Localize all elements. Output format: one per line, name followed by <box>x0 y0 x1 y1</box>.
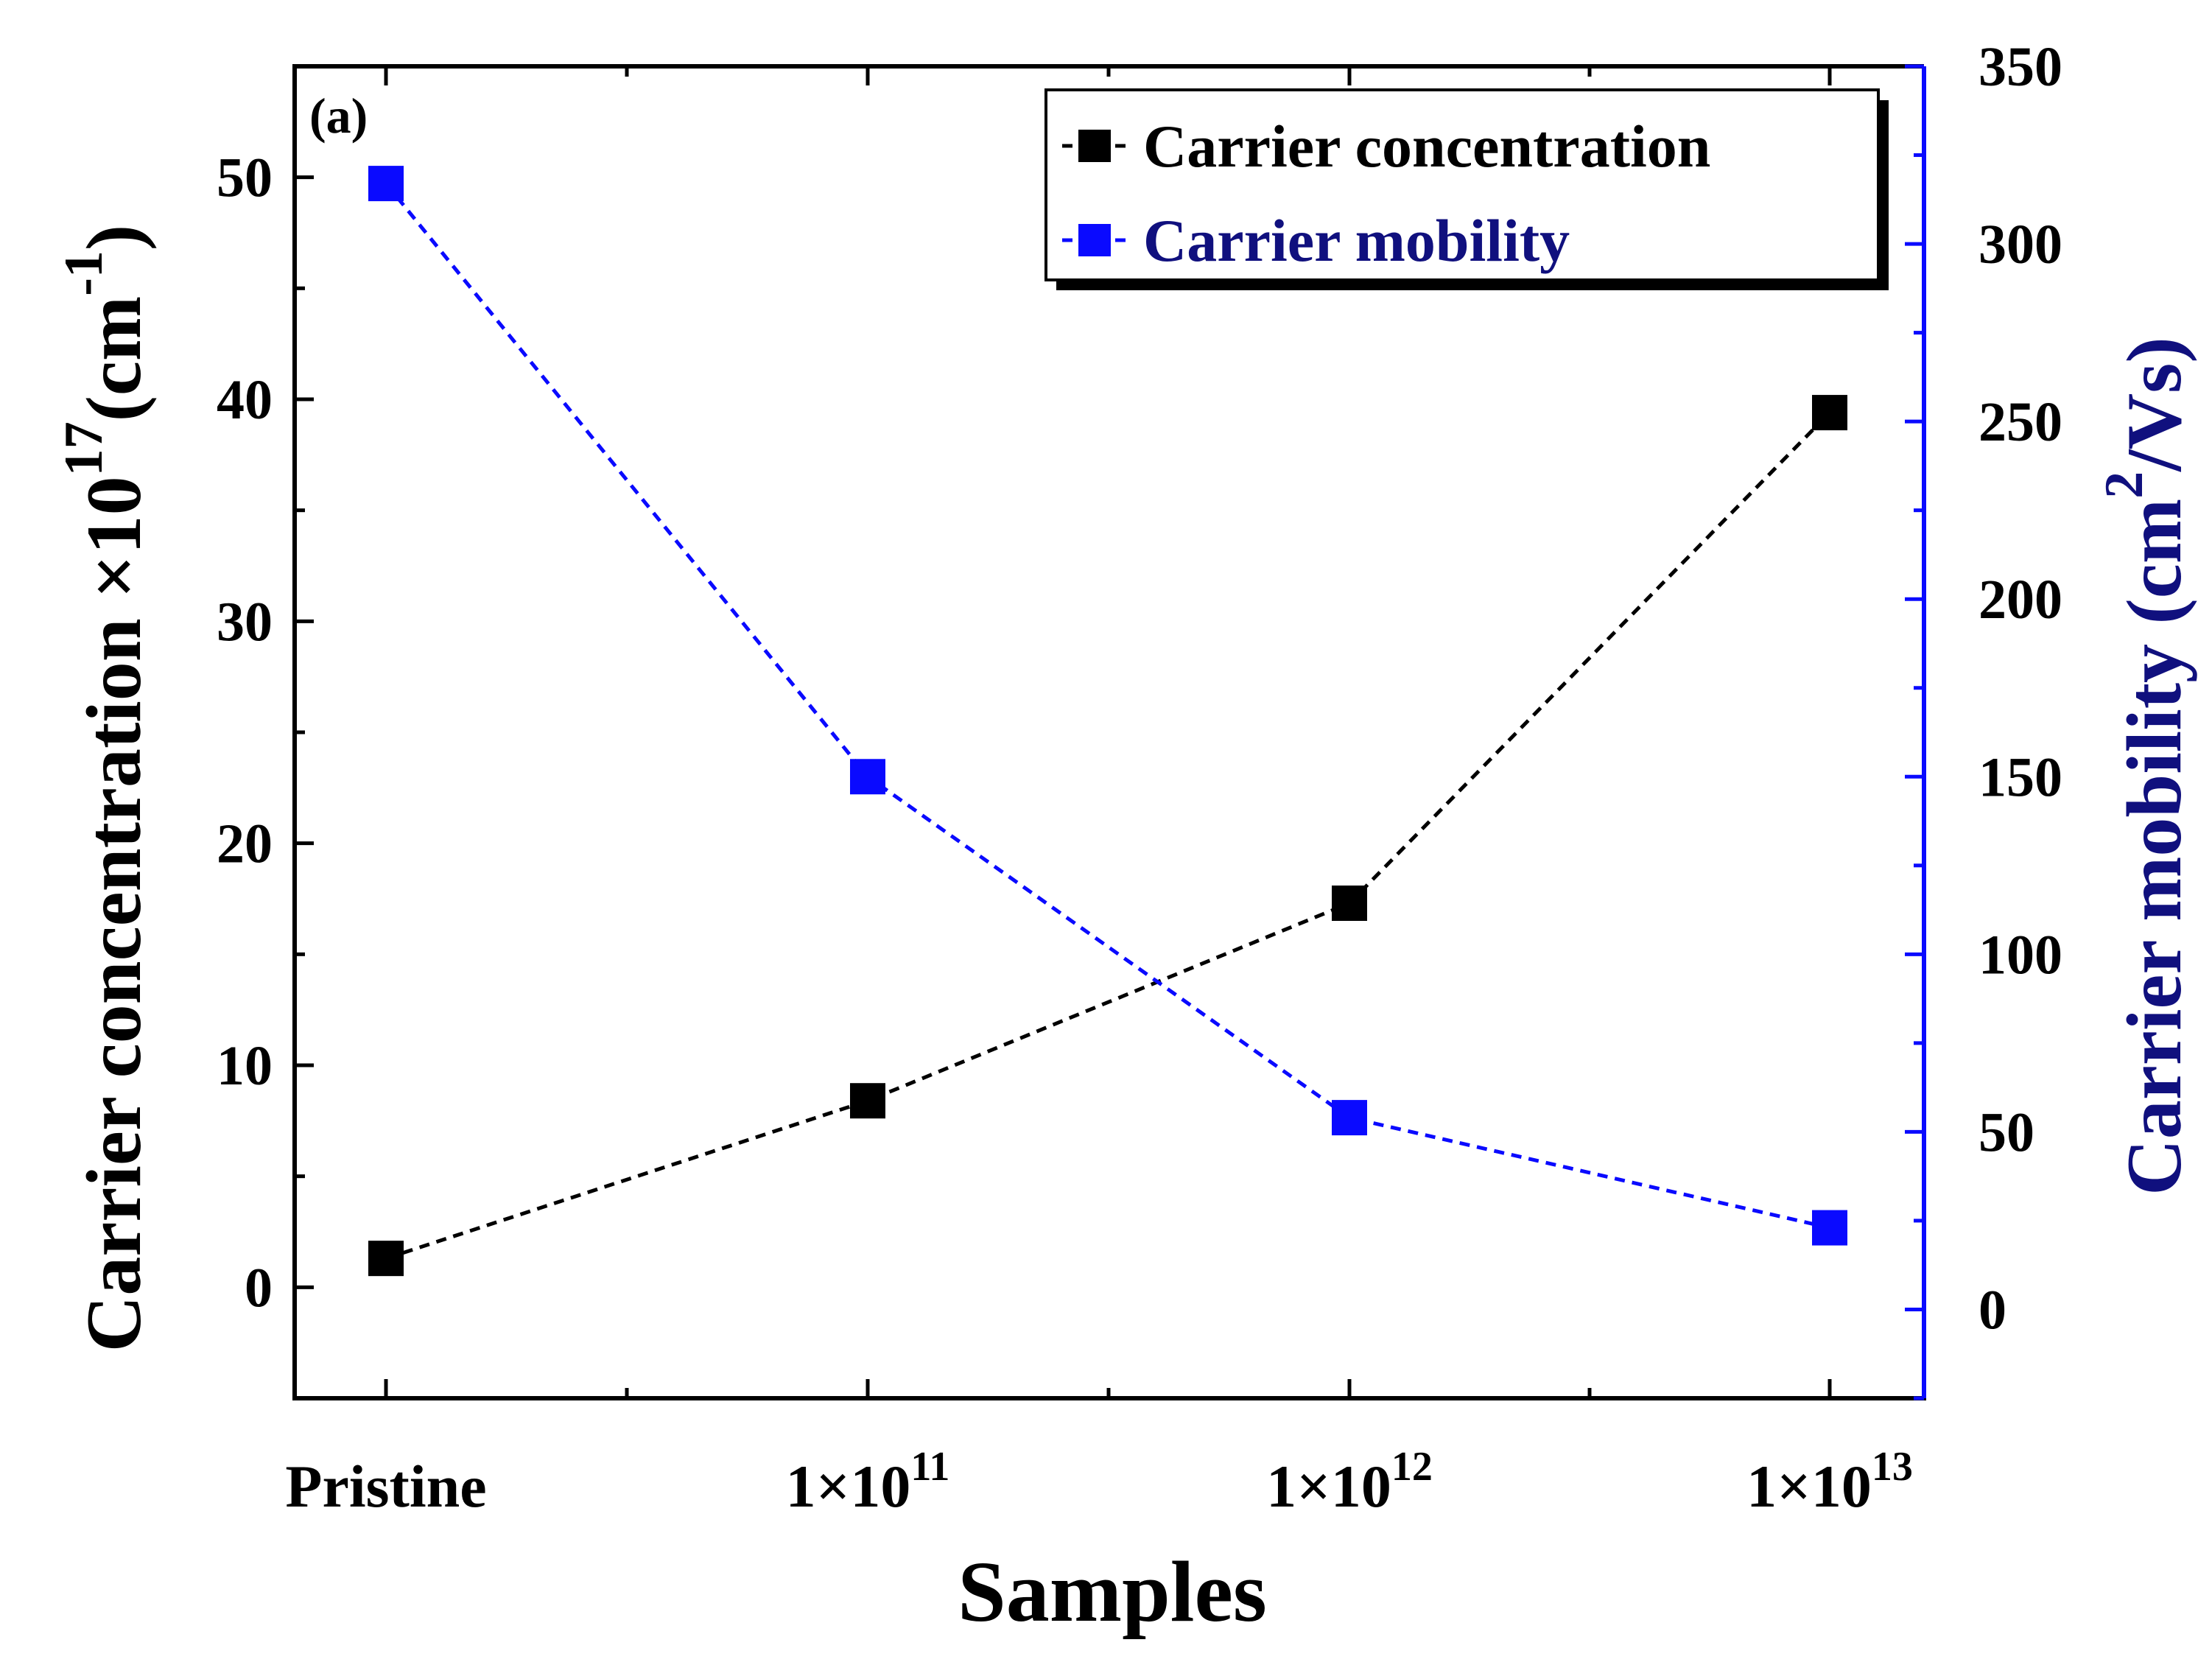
series-line-carrier-concentration <box>385 411 1831 1260</box>
right-tick-label: 350 <box>1978 36 2062 98</box>
x-tick-label: 1×1011 <box>786 1444 950 1520</box>
point-carrier-mobility <box>850 759 885 795</box>
legend-item-carrier-mobility: Carrier mobility <box>1062 207 1570 274</box>
left-tick-label: 0 <box>245 1257 273 1319</box>
legend-item-carrier-concentration: Carrier concentration <box>1062 113 1710 180</box>
right-tick-label: 150 <box>1978 746 2062 808</box>
left-tick-label: 20 <box>217 813 273 875</box>
left-tick-label: 30 <box>217 591 273 653</box>
left-tick-label: 40 <box>217 369 273 431</box>
legend-marker <box>1078 130 1111 162</box>
x-tick-label: Pristine <box>285 1453 486 1520</box>
legend-marker <box>1078 224 1111 256</box>
point-carrier-concentration <box>1332 886 1367 922</box>
left-tick-label: 10 <box>217 1035 273 1097</box>
legend-label: Carrier concentration <box>1143 113 1710 180</box>
point-carrier-concentration <box>850 1083 885 1119</box>
legend-box <box>1044 88 1880 281</box>
point-carrier-concentration <box>368 1241 404 1277</box>
point-carrier-mobility <box>1332 1100 1367 1136</box>
point-carrier-mobility <box>1812 1210 1847 1246</box>
right-tick-label: 200 <box>1978 569 2062 631</box>
left-tick-label: 50 <box>217 147 273 209</box>
right-tick-label: 50 <box>1978 1101 2034 1163</box>
right-axis-label: Carrier mobility (cm2/Vs) <box>2094 337 2197 1195</box>
right-tick-label: 100 <box>1978 924 2062 986</box>
legend-label: Carrier mobility <box>1143 207 1570 274</box>
series-line-carrier-mobility <box>385 182 1830 1230</box>
x-axis-label: Samples <box>958 1543 1267 1640</box>
x-tick-label: 1×1012 <box>1266 1444 1433 1520</box>
panel-label: (a) <box>309 88 368 144</box>
point-carrier-concentration <box>1812 395 1847 431</box>
right-tick-label: 0 <box>1978 1279 2006 1341</box>
point-carrier-mobility <box>368 166 404 202</box>
right-tick-label: 250 <box>1978 391 2062 453</box>
right-tick-label: 300 <box>1978 214 2062 276</box>
x-tick-label: 1×1013 <box>1746 1444 1913 1520</box>
left-axis-label: Carrier concentration ×1017(cm-1) <box>54 225 157 1352</box>
